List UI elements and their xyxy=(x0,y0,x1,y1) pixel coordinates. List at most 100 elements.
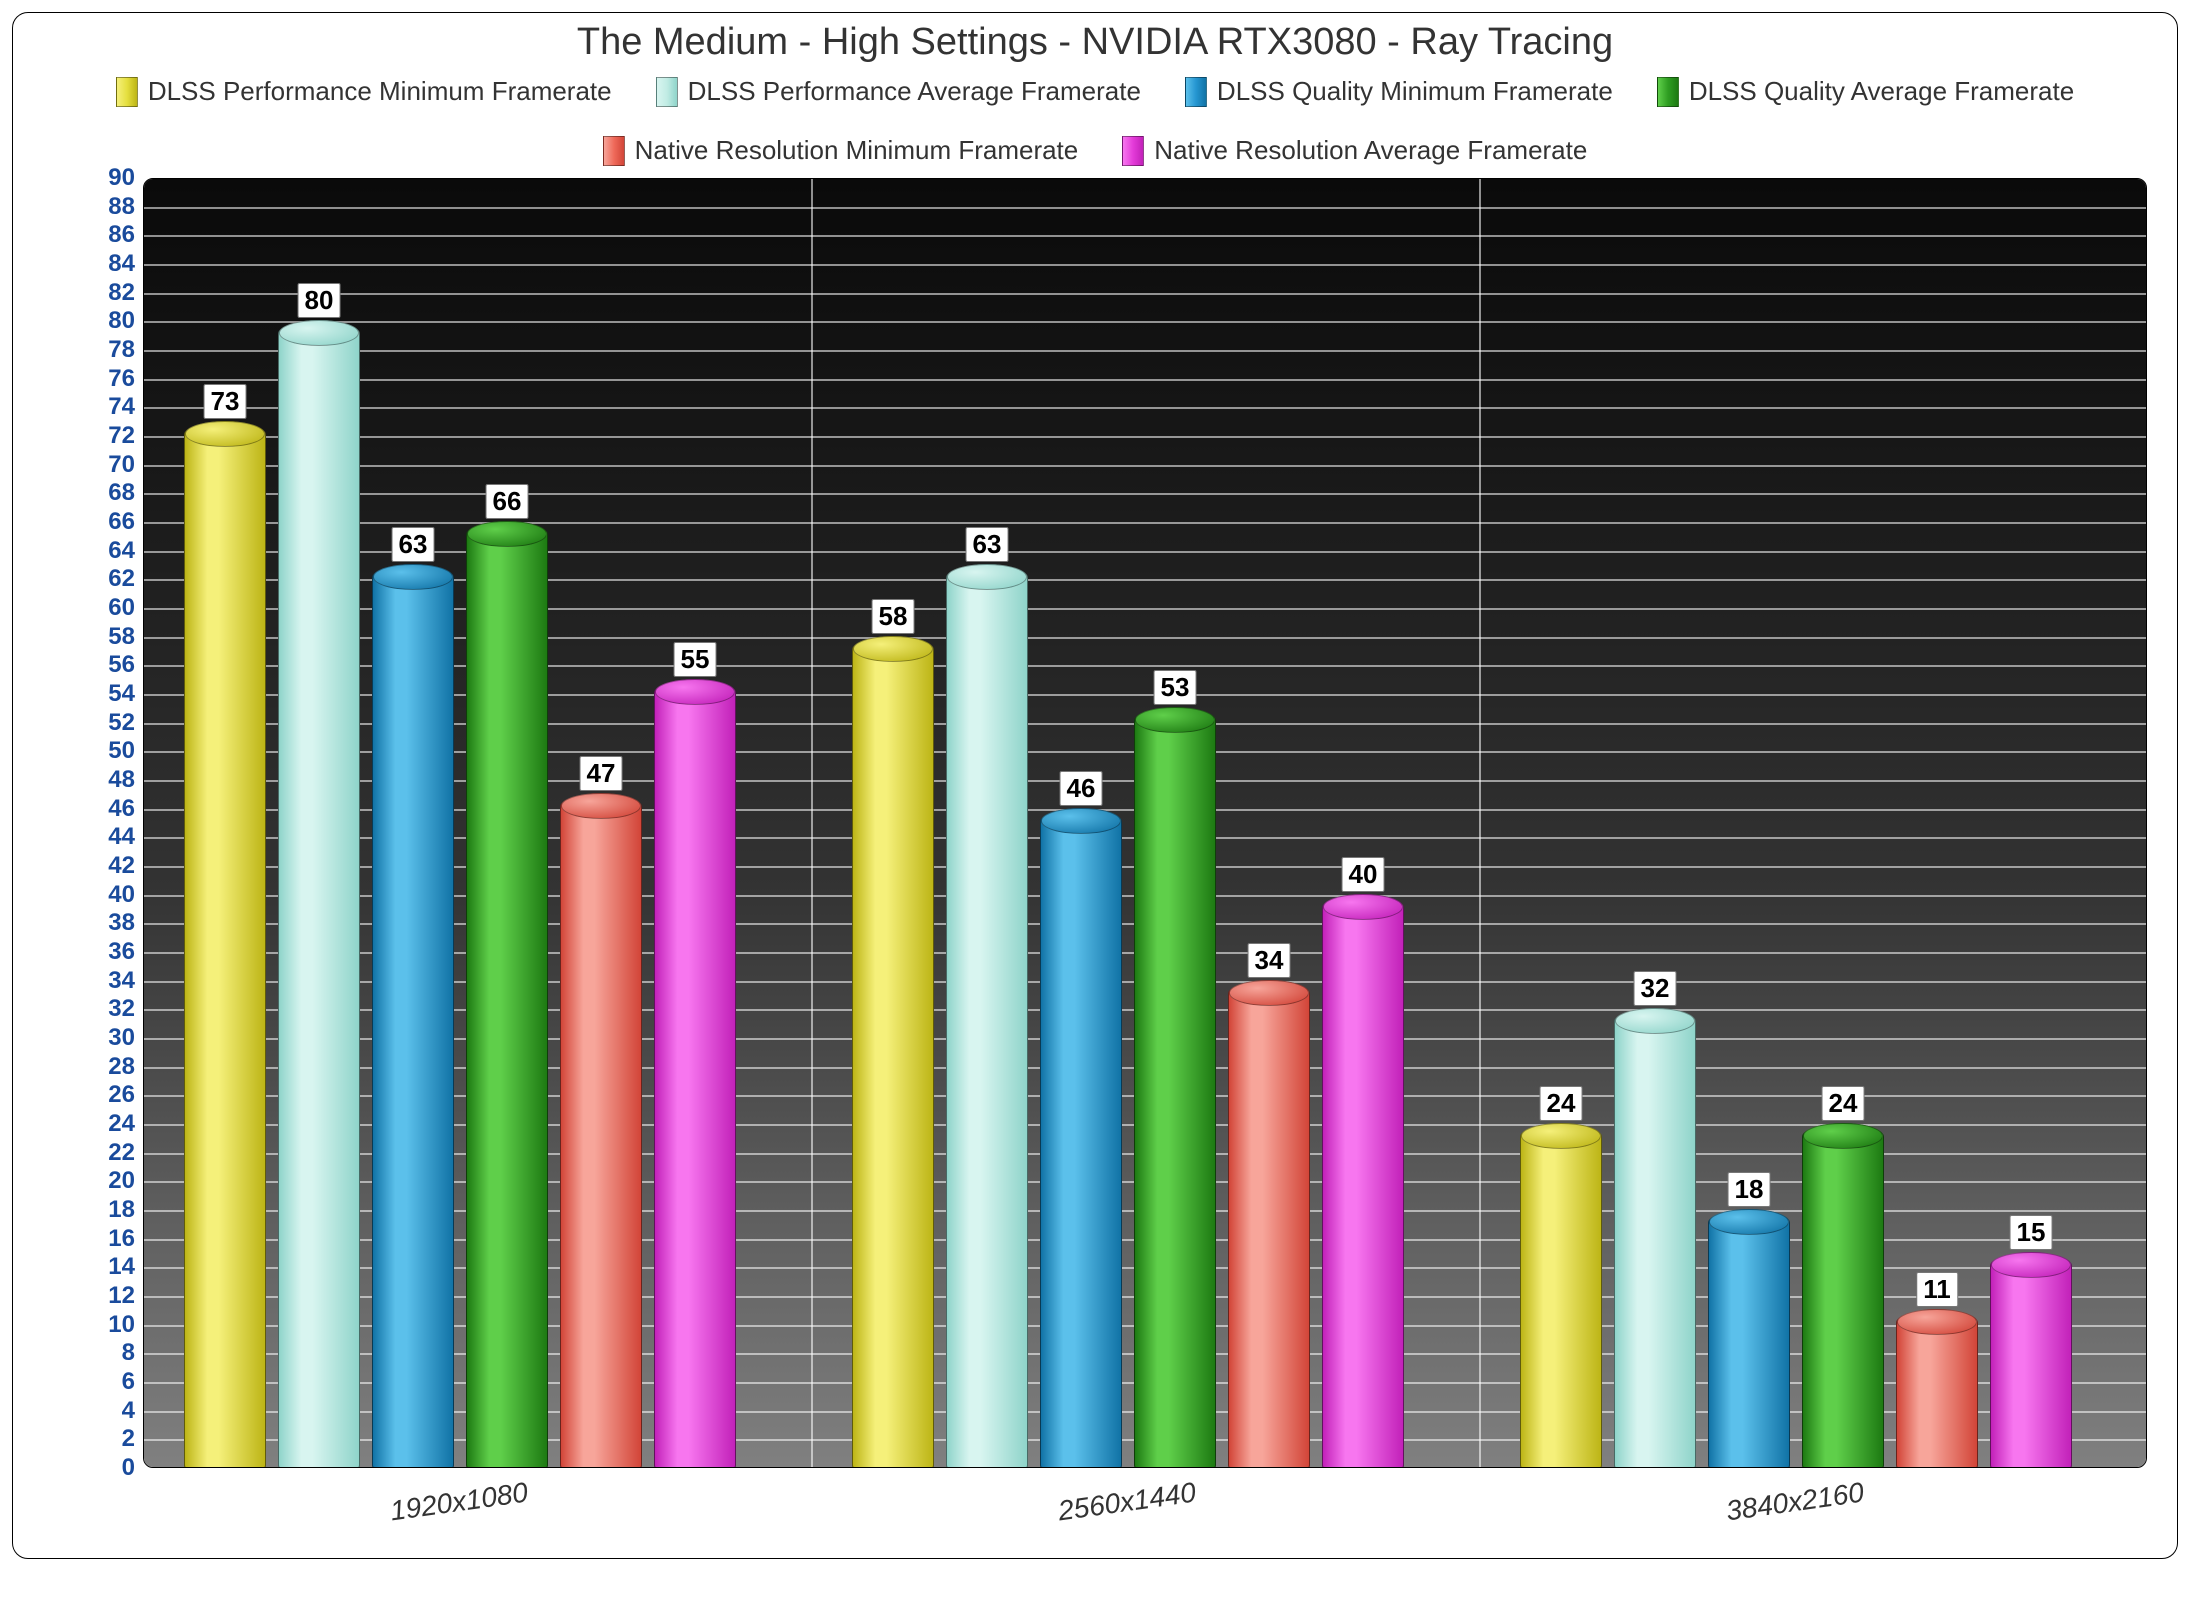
legend-item: DLSS Performance Average Framerate xyxy=(656,76,1141,107)
y-tick-label: 16 xyxy=(108,1225,135,1253)
y-tick-label: 40 xyxy=(108,881,135,909)
y-tick-label: 0 xyxy=(122,1454,135,1482)
legend-label: DLSS Performance Minimum Framerate xyxy=(148,76,612,107)
y-tick-label: 60 xyxy=(108,594,135,622)
y-tick-label: 56 xyxy=(108,651,135,679)
y-tick-label: 54 xyxy=(108,680,135,708)
bar-top xyxy=(467,521,547,547)
bar-top xyxy=(185,421,265,447)
bar xyxy=(278,320,360,1468)
bar-value-label: 58 xyxy=(872,599,915,634)
bar-top xyxy=(561,793,641,819)
bar-value-label: 24 xyxy=(1540,1086,1583,1121)
chart-container: The Medium - High Settings - NVIDIA RTX3… xyxy=(12,12,2178,1559)
bar xyxy=(1228,980,1310,1468)
y-tick-label: 18 xyxy=(108,1196,135,1224)
legend-swatch xyxy=(1185,77,1207,107)
y-tick-label: 84 xyxy=(108,250,135,278)
bar xyxy=(1708,1209,1790,1468)
x-category-label: 3840x2160 xyxy=(1724,1477,1866,1528)
bar-value-label: 32 xyxy=(1634,971,1677,1006)
bars-layer: 738063664755586346533440243218241115 xyxy=(144,179,2146,1467)
bar-value-label: 34 xyxy=(1248,943,1291,978)
bar-top xyxy=(1803,1123,1883,1149)
bar xyxy=(184,421,266,1468)
y-tick-label: 6 xyxy=(122,1368,135,1396)
bar-top xyxy=(655,679,735,705)
bar-value-label: 15 xyxy=(2010,1215,2053,1250)
legend-item: DLSS Quality Minimum Framerate xyxy=(1185,76,1613,107)
bar-value-label: 11 xyxy=(1916,1272,1958,1307)
y-tick-label: 8 xyxy=(122,1339,135,1367)
bar xyxy=(466,521,548,1468)
bar-top xyxy=(1323,894,1403,920)
bar-value-label: 73 xyxy=(204,384,247,419)
bar-value-label: 63 xyxy=(966,527,1009,562)
legend-label: Native Resolution Minimum Framerate xyxy=(635,135,1079,166)
bar xyxy=(654,679,736,1468)
bar-top xyxy=(1709,1209,1789,1235)
y-tick-label: 48 xyxy=(108,766,135,794)
y-tick-label: 20 xyxy=(108,1167,135,1195)
bar xyxy=(1896,1309,1978,1468)
y-tick-label: 32 xyxy=(108,995,135,1023)
legend-label: DLSS Quality Average Framerate xyxy=(1689,76,2074,107)
bar-value-label: 63 xyxy=(392,527,435,562)
legend-item: DLSS Quality Average Framerate xyxy=(1657,76,2074,107)
y-tick-label: 58 xyxy=(108,623,135,651)
legend-swatch xyxy=(1122,136,1144,166)
bar-top xyxy=(279,320,359,346)
y-tick-label: 82 xyxy=(108,279,135,307)
y-tick-label: 86 xyxy=(108,221,135,249)
y-tick-label: 66 xyxy=(108,508,135,536)
y-tick-label: 72 xyxy=(108,422,135,450)
y-tick-label: 70 xyxy=(108,451,135,479)
legend-item: Native Resolution Minimum Framerate xyxy=(603,135,1079,166)
bar xyxy=(1520,1123,1602,1468)
bar-top xyxy=(1897,1309,1977,1335)
y-tick-label: 62 xyxy=(108,565,135,593)
bar-value-label: 53 xyxy=(1154,670,1197,705)
bar-top xyxy=(1615,1008,1695,1034)
y-tick-label: 88 xyxy=(108,193,135,221)
y-tick-label: 80 xyxy=(108,307,135,335)
bar-top xyxy=(853,636,933,662)
bar xyxy=(1040,808,1122,1468)
y-tick-label: 22 xyxy=(108,1139,135,1167)
bar xyxy=(852,636,934,1468)
bar xyxy=(1614,1008,1696,1468)
y-tick-label: 12 xyxy=(108,1282,135,1310)
bar xyxy=(560,793,642,1468)
y-tick-label: 50 xyxy=(108,737,135,765)
legend-item: Native Resolution Average Framerate xyxy=(1122,135,1587,166)
bar xyxy=(946,564,1028,1468)
y-tick-label: 74 xyxy=(108,393,135,421)
bar-value-label: 46 xyxy=(1060,771,1103,806)
bar-value-label: 55 xyxy=(674,642,717,677)
y-tick-label: 36 xyxy=(108,938,135,966)
bar xyxy=(1802,1123,1884,1468)
chart-title: The Medium - High Settings - NVIDIA RTX3… xyxy=(13,13,2177,70)
y-tick-label: 34 xyxy=(108,967,135,995)
y-tick-label: 44 xyxy=(108,823,135,851)
legend-label: Native Resolution Average Framerate xyxy=(1154,135,1587,166)
legend: DLSS Performance Minimum Framerate DLSS P… xyxy=(13,70,2177,178)
bar-top xyxy=(1229,980,1309,1006)
bar xyxy=(372,564,454,1468)
bar xyxy=(1990,1252,2072,1468)
y-tick-label: 78 xyxy=(108,336,135,364)
y-tick-label: 28 xyxy=(108,1053,135,1081)
bar-top xyxy=(1991,1252,2071,1278)
bar-top xyxy=(1521,1123,1601,1149)
legend-item: DLSS Performance Minimum Framerate xyxy=(116,76,612,107)
y-tick-label: 2 xyxy=(122,1425,135,1453)
bar-value-label: 18 xyxy=(1728,1172,1771,1207)
bar-value-label: 80 xyxy=(298,283,341,318)
y-axis: 0246810121416182022242628303234363840424… xyxy=(23,178,143,1468)
legend-swatch xyxy=(116,77,138,107)
bar-value-label: 66 xyxy=(486,484,529,519)
bar-top xyxy=(947,564,1027,590)
bar xyxy=(1134,707,1216,1468)
bar-top xyxy=(1135,707,1215,733)
y-tick-label: 76 xyxy=(108,365,135,393)
